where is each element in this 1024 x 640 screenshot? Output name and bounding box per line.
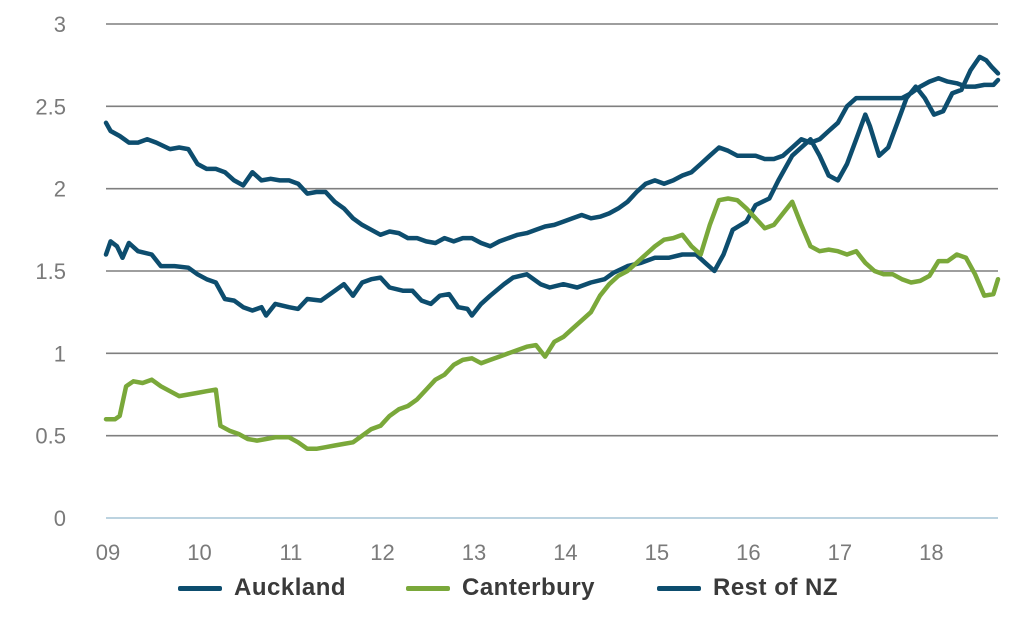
series-lines (103, 54, 1001, 452)
legend-item-auckland: Auckland (178, 568, 346, 608)
x-tick-label: 10 (187, 540, 211, 565)
y-tick-label: 0.5 (35, 424, 66, 449)
y-tick-label: 3 (54, 12, 66, 37)
series-line-auckland (103, 54, 1001, 318)
legend-swatch-auckland (178, 585, 222, 591)
series-line-canterbury (103, 196, 1001, 452)
series-line-rest-of-nz (103, 76, 1001, 249)
x-tick-label: 13 (462, 540, 486, 565)
x-tick-label: 17 (828, 540, 852, 565)
line-chart: 0 0.5 1 1.5 2 2.5 3 09 10 11 12 13 14 15 16 17 18 (35, 12, 1001, 565)
x-axis-ticks: 09 10 11 12 13 14 15 16 17 18 (96, 540, 944, 565)
legend: Auckland Canterbury Rest of NZ (0, 568, 1024, 608)
y-tick-label: 2.5 (35, 94, 66, 119)
grid-lines (106, 23, 998, 519)
legend-swatch-canterbury (406, 585, 450, 591)
legend-label-canterbury: Canterbury (462, 574, 596, 601)
x-tick-label: 09 (96, 540, 120, 565)
y-axis-ticks: 0 0.5 1 1.5 2 2.5 3 (35, 12, 66, 531)
x-tick-label: 16 (736, 540, 760, 565)
y-tick-label: 2 (54, 177, 66, 202)
x-tick-label: 14 (553, 540, 577, 565)
x-tick-label: 12 (370, 540, 394, 565)
legend-label-rest-of-nz: Rest of NZ (713, 574, 838, 601)
legend-label-auckland: Auckland (234, 574, 347, 601)
legend-item-rest-of-nz: Rest of NZ (657, 568, 838, 608)
legend-swatch-rest-of-nz (657, 585, 701, 591)
y-tick-label: 1.5 (35, 259, 66, 284)
x-tick-label: 11 (280, 540, 303, 565)
legend-item-canterbury: Canterbury (406, 568, 595, 608)
x-tick-label: 15 (645, 540, 669, 565)
y-tick-label: 0 (54, 506, 66, 531)
y-tick-label: 1 (54, 341, 66, 366)
x-tick-label: 18 (919, 540, 943, 565)
